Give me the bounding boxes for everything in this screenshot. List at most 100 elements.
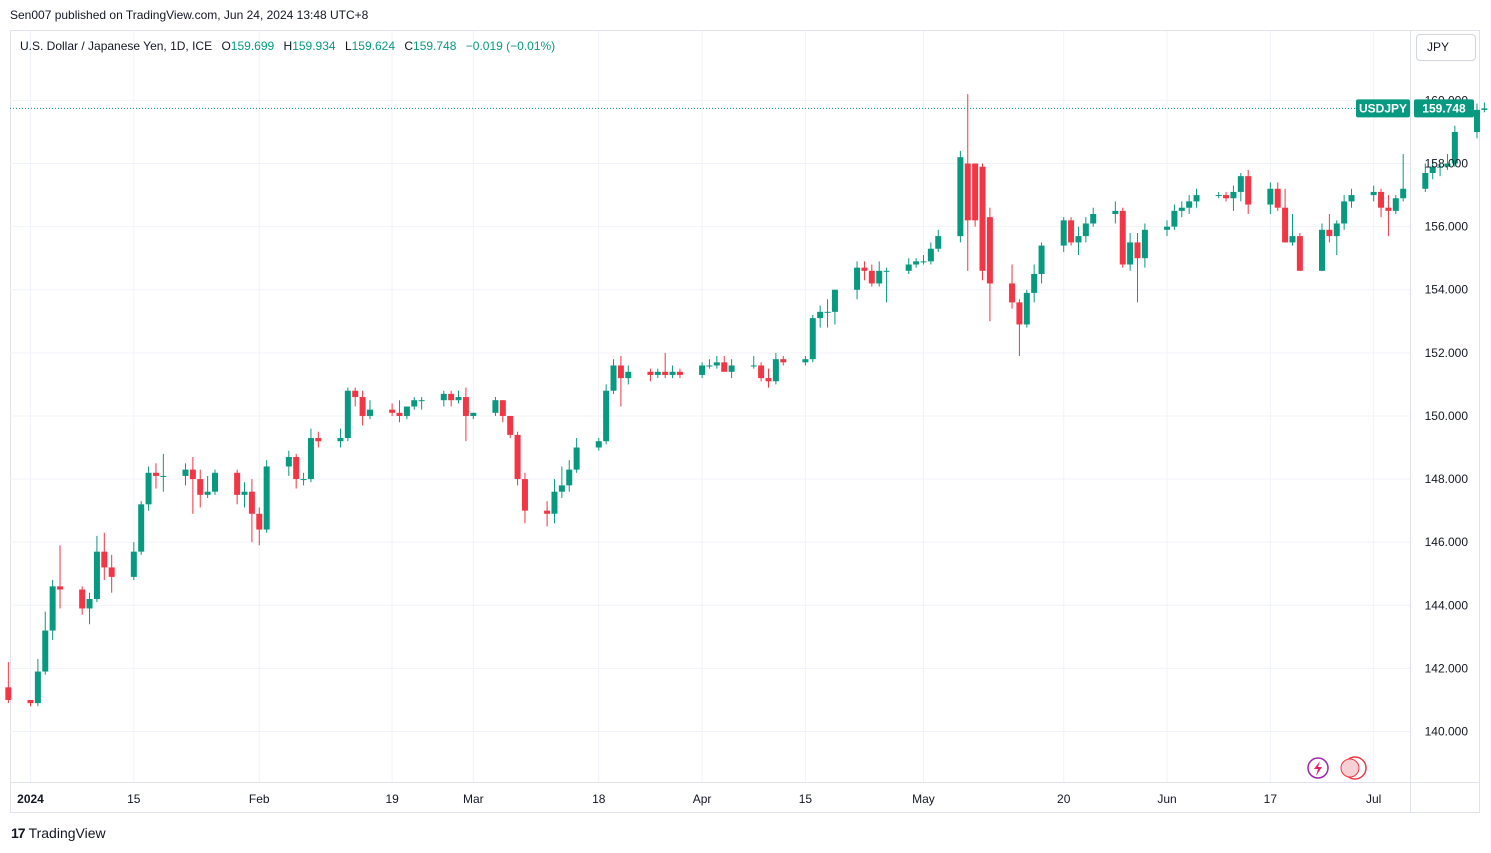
candle [507, 415, 514, 439]
x-tick-label: Apr [693, 792, 712, 806]
candle [1481, 102, 1488, 113]
legend-low: 159.624 [351, 39, 396, 53]
candle-body [647, 371, 654, 375]
candle [300, 472, 307, 486]
candle [1134, 232, 1141, 303]
ticker-badge [1356, 99, 1410, 118]
candle-body [876, 270, 883, 284]
candle-body [758, 365, 765, 379]
candle-body [927, 248, 934, 262]
candle-body [57, 586, 64, 590]
candle [809, 314, 816, 363]
candle-body [79, 589, 86, 609]
candle-body [1112, 210, 1119, 215]
candle-body [160, 475, 167, 477]
candle-body [499, 400, 506, 416]
candle [699, 362, 706, 379]
candle [514, 431, 521, 486]
candle [152, 463, 159, 489]
candle [315, 431, 322, 448]
chart-legend: U.S. Dollar / Japanese Yen, 1D, ICE O159… [20, 39, 555, 53]
candle-body [1193, 195, 1200, 202]
candle-body [1400, 188, 1407, 199]
currency-button[interactable]: JPY [1416, 34, 1476, 61]
candle [713, 356, 720, 369]
candle-body [337, 438, 344, 442]
candle [359, 390, 366, 426]
candle [285, 450, 292, 476]
y-tick-label: 154.000 [1425, 283, 1469, 297]
candle [160, 453, 167, 492]
candle-body [913, 261, 920, 265]
candle [1119, 207, 1126, 268]
candle [234, 469, 241, 505]
candle [1082, 217, 1089, 243]
candle [1164, 220, 1171, 237]
candle [492, 397, 499, 416]
candle [1075, 226, 1082, 256]
candle [1237, 172, 1244, 202]
candle-body [152, 472, 159, 476]
candle-body [34, 671, 41, 704]
candle-body [293, 456, 300, 480]
candle [79, 586, 86, 615]
candle [817, 305, 824, 328]
candle [455, 390, 462, 404]
candle-body [241, 491, 248, 495]
candle-body [27, 699, 34, 704]
candle [1023, 289, 1030, 328]
candle [34, 658, 41, 707]
candle [1178, 201, 1185, 218]
x-tick-label: Feb [249, 792, 270, 806]
candle [706, 359, 713, 369]
legend-change: −0.019 (−0.01%) [465, 39, 556, 53]
candle [905, 258, 912, 274]
candle-body [1245, 176, 1252, 205]
candle [935, 229, 942, 252]
grid-lines [10, 31, 1480, 813]
candle-body [1230, 191, 1237, 199]
candle-body [1171, 210, 1178, 227]
candle [1031, 264, 1038, 303]
candle-body [979, 166, 986, 271]
candle [831, 289, 838, 325]
candle-body [1333, 223, 1340, 237]
candle-body [972, 163, 979, 221]
candle-body [1437, 166, 1444, 168]
legend-low-label: L [344, 39, 352, 53]
candle [352, 387, 359, 407]
x-tick-label: Mar [463, 792, 484, 806]
candle [913, 258, 920, 268]
candle-body [831, 289, 838, 312]
candle-body [1075, 236, 1082, 243]
candle-body [595, 441, 602, 448]
y-tick-label: 142.000 [1425, 661, 1469, 675]
footer-brand[interactable]: 17 TradingView [11, 825, 106, 841]
candle-body [448, 393, 455, 401]
last-price-label: 159.748 [1422, 101, 1466, 115]
candle-body [389, 409, 396, 413]
x-tick-label: 18 [592, 792, 606, 806]
candle-body [344, 390, 351, 439]
candle-body [861, 267, 868, 271]
candle [307, 428, 314, 483]
candle-body [263, 466, 270, 530]
candle-body [300, 479, 307, 481]
candle [669, 365, 676, 379]
candle-body [1164, 226, 1171, 230]
candle [617, 356, 624, 407]
candle-body [669, 371, 676, 375]
candle-body [706, 365, 713, 367]
candle-body [824, 311, 831, 313]
candle-body [1378, 191, 1385, 208]
candle [868, 264, 875, 287]
candle-body [728, 365, 735, 372]
candle [780, 356, 787, 366]
candle [647, 368, 654, 382]
candle [728, 359, 735, 379]
y-tick-label: 150.000 [1425, 409, 1469, 423]
candle [521, 472, 528, 524]
candle [138, 501, 145, 555]
candle [573, 438, 580, 473]
